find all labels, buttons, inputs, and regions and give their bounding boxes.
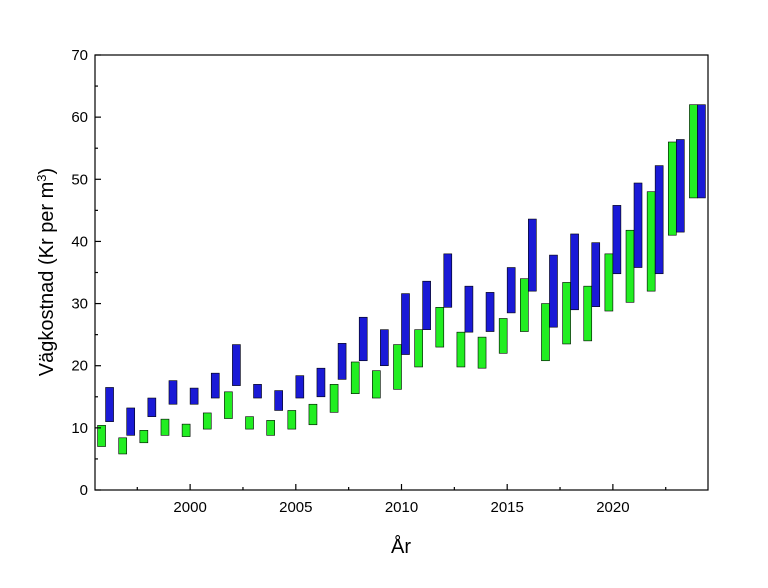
- bar-series-1-2005: [287, 410, 297, 430]
- bar-series-1-1997: [118, 437, 128, 455]
- x-tick-label: 2000: [173, 499, 206, 516]
- bar-series-1-2018: [562, 282, 571, 345]
- bar-series-2-2000: [189, 387, 199, 405]
- bar-series-1-2007: [329, 384, 339, 413]
- bar-series-2-2021: [633, 182, 643, 268]
- bar-series-2-1998: [147, 397, 157, 417]
- y-axis-title-sup: 3: [34, 174, 49, 181]
- bar-series-1-2006: [308, 403, 318, 426]
- bar-series-2-2023: [675, 139, 685, 233]
- x-axis-title: År: [391, 535, 411, 558]
- bar-series-2-2020: [612, 205, 622, 275]
- bar-series-2-1997: [126, 407, 136, 436]
- x-tick-label: 2010: [385, 499, 418, 516]
- bar-series-2-2024: [697, 104, 706, 199]
- bar-series-1-2013: [456, 331, 466, 368]
- bar-series-2-2018: [570, 233, 579, 311]
- bar-series-1-2015: [498, 318, 508, 354]
- y-tick-label: 30: [71, 296, 88, 313]
- bar-series-1-2004: [266, 420, 275, 436]
- bar-series-2-2019: [591, 242, 601, 307]
- bar-series-1-1998: [139, 430, 149, 444]
- bar-series-2-2022: [654, 165, 664, 275]
- y-axis-title-main: Vägkostnad (Kr per m: [36, 182, 58, 377]
- y-tick-label: 10: [71, 420, 88, 437]
- y-axis-title-end: ): [36, 168, 58, 175]
- bar-series-1-2011: [414, 329, 423, 368]
- bar-series-1-2012: [435, 306, 445, 348]
- bar-series-1-2003: [245, 416, 254, 430]
- bar-series-1-1996: [97, 425, 106, 447]
- x-tick-label: 2020: [596, 499, 629, 516]
- bar-series-1-2024: [689, 104, 698, 199]
- bar-series-1-2020: [604, 253, 614, 312]
- bar-series-2-2003: [253, 384, 262, 399]
- bar-series-2-1996: [105, 387, 114, 422]
- bar-series-2-2001: [210, 372, 220, 399]
- x-tick-label: 2005: [279, 499, 312, 516]
- bar-series-1-2022: [646, 191, 656, 292]
- bar-series-1-2021: [625, 229, 635, 303]
- bar-series-2-2011: [422, 280, 431, 330]
- bar-series-1-2016: [520, 278, 529, 332]
- bar-series-2-2012: [443, 253, 453, 308]
- bar-series-1-1999: [160, 418, 170, 436]
- bar-series-2-2010: [401, 293, 410, 355]
- y-tick-label: 60: [71, 109, 88, 126]
- bar-series-2-2017: [549, 254, 558, 328]
- y-tick-label: 0: [80, 482, 88, 499]
- bar-series-2-2002: [232, 344, 241, 386]
- y-tick-label: 70: [71, 47, 88, 64]
- bar-series-1-2008: [350, 361, 360, 394]
- bar-series-2-2004: [274, 390, 283, 411]
- y-tick-label: 20: [71, 358, 88, 375]
- bar-series-1-2017: [541, 303, 550, 362]
- x-tick-label: 2015: [491, 499, 524, 516]
- bars-layer: [97, 104, 706, 455]
- bar-series-1-2009: [372, 370, 381, 399]
- bar-series-1-2014: [477, 336, 487, 369]
- y-tick-label: 40: [71, 233, 88, 250]
- bar-series-2-2009: [380, 329, 389, 367]
- bar-series-2-2007: [337, 343, 347, 380]
- bar-series-2-2008: [358, 316, 368, 362]
- bar-series-2-2016: [528, 218, 537, 292]
- y-tick-label: 50: [71, 171, 88, 188]
- bar-series-1-2001: [202, 412, 212, 430]
- bar-series-2-2013: [464, 285, 474, 333]
- bar-series-2-2014: [485, 292, 495, 332]
- bar-series-2-2015: [506, 267, 516, 314]
- bar-series-2-2005: [295, 375, 305, 399]
- ticks-layer: 0 10 20 30 40 50 60 70 2000 2005 2010 2015 2020: [71, 47, 667, 516]
- bar-series-2-2006: [316, 367, 326, 398]
- bar-series-1-2023: [667, 141, 677, 236]
- y-axis-title: Vägkostnad (Kr per m3): [34, 168, 59, 376]
- bar-series-1-2000: [181, 423, 191, 437]
- bar-series-1-2019: [583, 285, 593, 342]
- bar-series-1-2002: [224, 391, 233, 419]
- bar-series-2-1999: [168, 380, 178, 405]
- bar-series-1-2010: [393, 344, 402, 390]
